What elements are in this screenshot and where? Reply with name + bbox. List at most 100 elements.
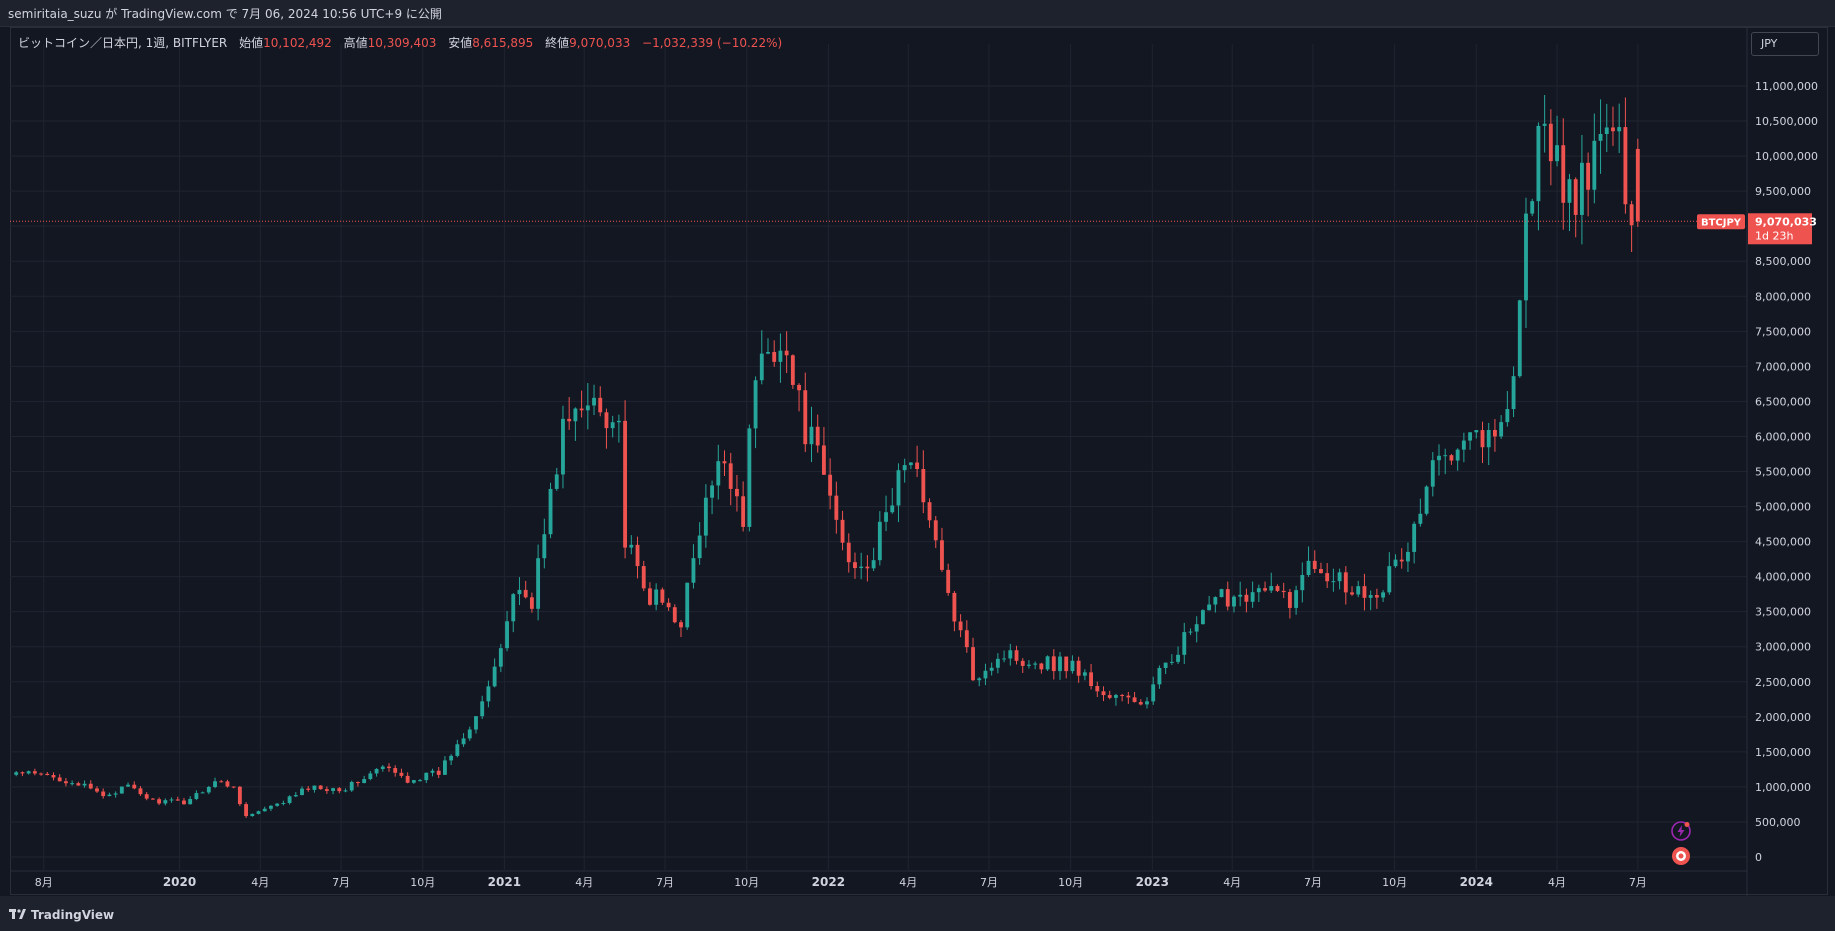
candle-body — [921, 469, 926, 503]
candle-body — [480, 701, 485, 717]
candle-body — [821, 445, 826, 475]
candle-body — [1194, 624, 1199, 632]
candle-body — [1300, 574, 1305, 591]
y-tick-label: 4,500,000 — [1755, 536, 1811, 549]
candle-body — [32, 771, 37, 774]
candle-body — [1356, 586, 1361, 595]
candle-body — [1207, 604, 1212, 611]
candle-body — [933, 520, 938, 541]
candle-body — [231, 786, 236, 788]
candle-body — [853, 562, 857, 569]
candle-body — [977, 678, 982, 681]
candle-body — [871, 560, 876, 569]
candle-body — [1132, 697, 1137, 703]
candle-body — [492, 666, 497, 687]
symbol-legend: ビットコイン／日本円, 1週, BITFLYER 始値10,102,492 高値… — [18, 34, 782, 51]
candle-body — [1101, 691, 1106, 696]
candle-body — [940, 540, 944, 570]
x-tick-label: 10月 — [1058, 876, 1083, 889]
candle-body — [840, 519, 845, 543]
candle-body — [1002, 658, 1007, 660]
candle-body — [1362, 586, 1367, 598]
y-tick-label: 500,000 — [1755, 816, 1801, 829]
close-label: 終値 — [545, 36, 570, 50]
candle-body — [393, 768, 398, 773]
candle-body — [995, 658, 1000, 668]
candle-body — [126, 784, 130, 787]
candle-body — [107, 794, 112, 797]
candle-body — [1505, 409, 1510, 423]
candle-body — [1617, 127, 1622, 132]
candle-body — [225, 781, 230, 787]
low-label: 安値 — [448, 36, 473, 50]
y-tick-label: 3,000,000 — [1755, 641, 1811, 654]
candle-body — [1319, 569, 1323, 574]
candle-body — [790, 355, 795, 385]
candle-body — [778, 350, 783, 362]
y-tick-label: 0 — [1755, 851, 1762, 864]
candle-body — [834, 495, 839, 520]
x-tick-label: 2024 — [1460, 875, 1493, 889]
y-tick-label: 9,500,000 — [1755, 185, 1811, 198]
candle-body — [374, 768, 379, 774]
candle-body — [1393, 559, 1398, 567]
candle-body — [1536, 125, 1541, 202]
lightning-icon[interactable] — [1670, 820, 1692, 842]
candle-body — [1418, 513, 1423, 524]
candle-body — [1629, 204, 1634, 226]
y-tick-label: 8,000,000 — [1755, 290, 1811, 303]
open-label: 始値 — [239, 36, 264, 50]
candle-body — [598, 397, 603, 413]
candle-body — [405, 775, 410, 783]
candle-body — [449, 755, 454, 761]
candle-body — [666, 602, 671, 608]
candle-body — [859, 566, 864, 569]
candle-body — [1437, 455, 1441, 461]
candle-body — [1076, 660, 1081, 676]
candle-body — [76, 783, 81, 786]
y-tick-label: 7,500,000 — [1755, 325, 1811, 338]
candle-body — [349, 781, 354, 791]
chart-frame[interactable] — [10, 27, 1828, 895]
candle-body — [1579, 162, 1584, 215]
candle-body — [244, 804, 249, 817]
candle-body — [175, 799, 180, 801]
candle-body — [517, 589, 522, 595]
y-tick-label: 6,500,000 — [1755, 395, 1811, 408]
candle-body — [772, 351, 777, 362]
candle-body — [641, 566, 646, 589]
candle-body — [828, 474, 833, 496]
record-icon[interactable] — [1670, 845, 1692, 867]
candle-body — [927, 502, 932, 521]
candle-body — [896, 470, 901, 506]
candle-body — [648, 588, 652, 605]
candle-body — [1493, 430, 1497, 437]
candle-body — [1014, 650, 1019, 661]
candle-body — [585, 405, 590, 411]
candle-body — [1325, 573, 1330, 582]
candle-body — [1474, 430, 1479, 433]
tradingview-logo[interactable]: TradingView — [9, 908, 114, 922]
candle-body — [884, 512, 888, 522]
candle-body — [1312, 560, 1317, 570]
candle-body — [989, 667, 994, 671]
x-tick-label: 2020 — [163, 875, 196, 889]
symbol-name[interactable]: ビットコイン／日本円, 1週, BITFLYER — [18, 36, 228, 50]
candle-body — [182, 800, 186, 805]
x-tick-label: 7月 — [332, 876, 350, 889]
candle-body — [1219, 589, 1224, 598]
candle-body — [1573, 179, 1578, 215]
y-tick-label: 11,000,000 — [1755, 80, 1818, 93]
candle-body — [157, 799, 162, 804]
currency-button[interactable]: JPY — [1751, 32, 1819, 56]
candle-body — [1082, 672, 1087, 676]
candle-body — [1225, 589, 1230, 607]
candle-body — [654, 589, 659, 605]
candle-body — [685, 582, 690, 628]
ticker-tag-text: BTCJPY — [1701, 217, 1742, 228]
candle-body — [753, 380, 758, 429]
candle-body — [728, 463, 733, 489]
candle-body — [467, 729, 472, 739]
x-tick-label: 4月 — [251, 876, 269, 889]
